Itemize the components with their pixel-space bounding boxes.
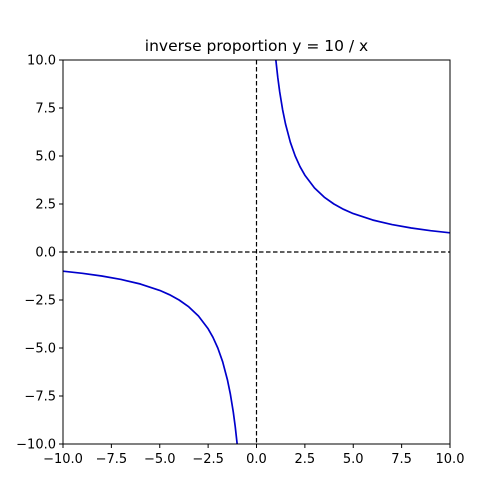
x-tick-label: −2.5 [192,452,224,467]
x-tick-label: 0.0 [246,452,267,467]
x-tick-label: −7.5 [96,452,128,467]
x-tick-label: 7.5 [391,452,412,467]
y-tick-label: 0.0 [35,246,56,261]
y-tick-label: −2.5 [24,294,56,309]
x-tick-label: 5.0 [343,452,364,467]
plot-area: −10.0 −7.5 −5.0 −2.5 0.0 2.5 5.0 7.5 10.0 −10.0 −7… [16,54,464,468]
y-tick-label: −10.0 [16,438,56,453]
y-tick-label: 7.5 [35,102,56,117]
x-tick-label: −10.0 [43,452,83,467]
x-tick-label: −5.0 [144,452,176,467]
y-tick-label: −5.0 [24,342,56,357]
x-tick-label: 2.5 [295,452,316,467]
x-tick-label: 10.0 [436,452,465,467]
y-tick-label: 10.0 [27,54,56,69]
curve-branch-positive [275,60,450,234]
chart-title: inverse proportion y = 10 / x [145,37,368,55]
y-tick-label: −7.5 [24,390,56,405]
data-series-group [63,60,450,444]
curve-branch-negative [63,270,238,444]
y-tick-label: 5.0 [35,150,56,165]
y-tick-label: 2.5 [35,198,56,213]
